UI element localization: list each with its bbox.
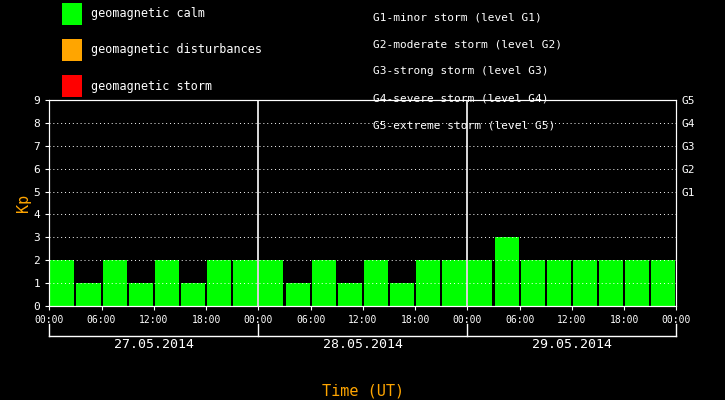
Bar [76,283,101,306]
Bar [155,260,179,306]
Bar [416,260,440,306]
Bar [390,283,414,306]
Bar [260,260,283,306]
Bar [103,260,127,306]
Text: G5-extreme storm (level G5): G5-extreme storm (level G5) [373,121,555,131]
Text: G4-severe storm (level G4): G4-severe storm (level G4) [373,94,549,104]
Bar [468,260,492,306]
Bar [129,283,153,306]
Text: 28.05.2014: 28.05.2014 [323,338,403,351]
Bar [442,260,466,306]
Bar [521,260,544,306]
Y-axis label: Kp: Kp [16,194,30,212]
Bar [233,260,257,306]
Text: 27.05.2014: 27.05.2014 [114,338,194,351]
Bar [312,260,336,306]
Bar [207,260,231,306]
Text: geomagnetic calm: geomagnetic calm [91,8,204,20]
Bar [286,283,310,306]
Text: G1-minor storm (level G1): G1-minor storm (level G1) [373,12,542,22]
Bar [547,260,571,306]
Text: 29.05.2014: 29.05.2014 [532,338,612,351]
Text: G3-strong storm (level G3): G3-strong storm (level G3) [373,66,549,76]
Bar [573,260,597,306]
Text: G2-moderate storm (level G2): G2-moderate storm (level G2) [373,39,563,49]
Bar [50,260,75,306]
Bar [651,260,676,306]
Bar [364,260,388,306]
Text: geomagnetic disturbances: geomagnetic disturbances [91,44,262,56]
Bar [599,260,623,306]
Text: geomagnetic storm: geomagnetic storm [91,80,212,92]
Bar [181,283,205,306]
Bar [625,260,650,306]
Text: Time (UT): Time (UT) [322,383,404,398]
Bar [338,283,362,306]
Bar [494,237,518,306]
